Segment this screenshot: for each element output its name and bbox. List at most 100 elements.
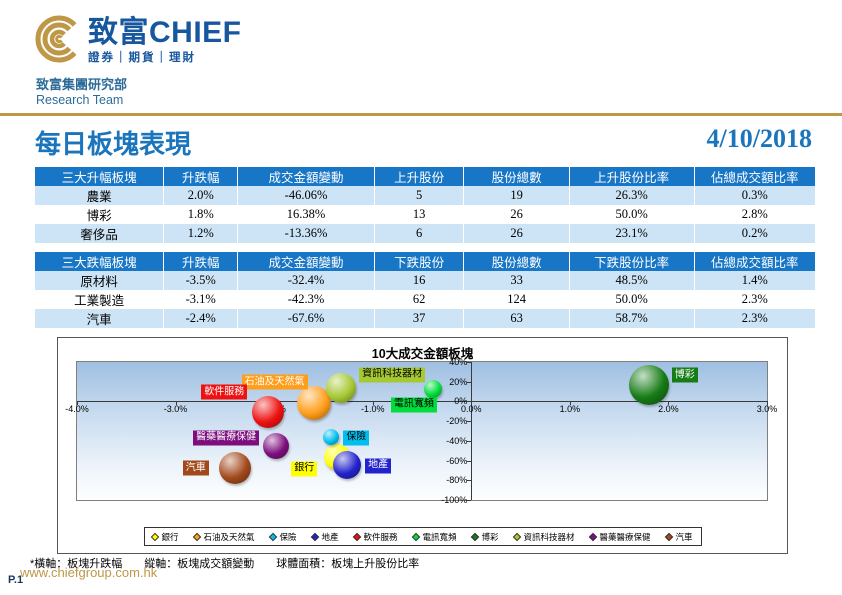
legend-marker-icon: [471, 532, 480, 541]
bubble-label: 石油及天然氣: [241, 374, 308, 390]
y-axis-tick: [467, 401, 472, 403]
table-row: 奢侈品 1.2% -13.36% 6 26 23.1% 0.2%: [35, 224, 815, 243]
logo-en: CHIEF: [149, 16, 242, 49]
table-cell: -3.5%: [163, 271, 238, 290]
x-axis-tick: [668, 401, 670, 406]
table-head: 三大升幅板塊 升跌幅 成交金額變動 上升股份 股份總數 上升股份比率 佔總成交額比率: [35, 167, 815, 186]
chart-bubble-資訊科技器材: [326, 372, 357, 403]
chart-bubble-電訊寬頻: [423, 379, 442, 398]
column-header: 成交金額變動: [237, 167, 375, 186]
y-tick-label: -100%: [441, 495, 468, 505]
table-cell: 26: [463, 205, 570, 224]
table-cell: 124: [463, 290, 570, 309]
plot-area: -4.0%-3.0%-2.0%-1.0%0.0%1.0%2.0%3.0%40%2…: [65, 357, 777, 505]
table-cell: 汽車: [35, 309, 164, 328]
chart-bubble-汽車: [218, 452, 251, 485]
table-cell: 奢侈品: [35, 224, 164, 243]
page-title: 每日板塊表現: [35, 129, 192, 159]
y-tick-label: -60%: [446, 455, 468, 466]
legend-item: 資訊科技器材: [513, 531, 575, 543]
legend-label: 石油及天然氣: [203, 531, 255, 542]
page-date: 4/10/2018: [706, 124, 812, 153]
legend-item: 博彩: [471, 531, 499, 543]
column-header: 三大升幅板塊: [35, 167, 164, 186]
bubble-label: 博彩: [671, 367, 698, 383]
column-header: 股份總數: [463, 252, 570, 271]
table-cell: -13.36%: [237, 224, 375, 243]
column-header: 三大跌幅板塊: [35, 252, 164, 271]
chart-footnote: *橫軸：板塊升跌幅 縱軸：板塊成交額變動 球體面積：板塊上升股份比率: [30, 558, 420, 570]
legend-marker-icon: [311, 532, 320, 541]
bubble-chart: 10大成交金額板塊 -4.0%-3.0%-2.0%-1.0%0.0%1.0%2.…: [57, 337, 788, 554]
sector-table: 三大升幅板塊 升跌幅 成交金額變動 上升股份 股份總數 上升股份比率 佔總成交額比率 農業 2…: [35, 167, 815, 243]
y-axis-tick: [467, 421, 472, 423]
x-tick-label: -1.0%: [360, 404, 385, 415]
table-cell: 農業: [35, 186, 164, 205]
chart-legend: 銀行 石油及天然氣 保險 地產 軟件服務 電訊寬頻 博彩 資訊科技器材 醫藥醫療保健 汽車: [143, 527, 702, 546]
legend-item: 電訊寬頻: [412, 531, 457, 543]
table-cell: 16.38%: [237, 205, 375, 224]
x-axis-tick: [77, 401, 78, 406]
y-tick-label: 40%: [449, 357, 468, 367]
chart-title: 10大成交金額板塊: [371, 347, 474, 361]
chart-bubble-醫藥醫療保健: [263, 432, 290, 459]
table-cell: 1.8%: [163, 205, 238, 224]
legend-item: 軟件服務: [353, 531, 398, 543]
logo-wordmark: 致富CHIEF: [88, 18, 242, 48]
y-tick-label: -20%: [446, 416, 468, 427]
table-cell: 26: [463, 224, 570, 243]
column-header: 上升股份: [373, 167, 464, 186]
legend-label: 銀行: [161, 531, 179, 542]
bubble-label: 保險: [343, 430, 370, 446]
dept-name-en: Research Team: [36, 93, 124, 108]
legend-item: 銀行: [151, 531, 179, 543]
logo-zh: 致富: [88, 16, 149, 49]
table-cell: 5: [373, 186, 464, 205]
column-header: 股份總數: [463, 167, 570, 186]
x-tick-label: 1.0%: [559, 404, 581, 415]
table-cell: 工業製造: [74, 294, 125, 308]
table-cell: 2.3%: [693, 290, 815, 309]
chart-bubble-石油及天然氣: [296, 386, 331, 421]
column-header: 上升股份比率: [568, 167, 695, 186]
legend-marker-icon: [353, 532, 362, 541]
table-cell: 2.0%: [163, 186, 238, 205]
legend-marker-icon: [665, 532, 674, 541]
table-cell: 19: [463, 186, 570, 205]
chart-bubble-保險: [323, 428, 340, 445]
legend-marker-icon: [589, 532, 598, 541]
bubble-label: 銀行: [291, 461, 318, 477]
legend-item: 醫藥醫療保健: [589, 531, 651, 543]
table-cell: 58.7%: [568, 309, 695, 328]
legend-label: 電訊寬頻: [422, 531, 457, 542]
table-cell: 1.2%: [163, 224, 238, 243]
table-cell: 48.5%: [568, 271, 695, 290]
sector-table: 三大跌幅板塊 升跌幅 成交金額變動 下跌股份 股份總數 下跌股份比率 佔總成交額比率 原材料…: [35, 252, 815, 328]
column-header: 佔總成交額比率: [693, 252, 815, 271]
y-axis-tick: [467, 381, 472, 383]
legend-label: 保險: [279, 531, 297, 542]
website-link[interactable]: www.chiefgroup.com.hk: [20, 565, 158, 580]
legend-label: 資訊科技器材: [523, 531, 575, 542]
table-cell: 26.3%: [568, 186, 695, 205]
gold-divider: [0, 113, 842, 116]
legend-label: 博彩: [481, 531, 499, 542]
table-cell: 博彩: [86, 209, 112, 223]
legend-marker-icon: [193, 532, 202, 541]
table-row: 原材料 -3.5% -32.4% 16 33 48.5% 1.4%: [35, 271, 815, 290]
x-axis-tick: [175, 401, 177, 406]
table-cell: 23.1%: [568, 224, 695, 243]
legend-marker-icon: [412, 532, 421, 541]
table-cell: 0.2%: [693, 224, 815, 243]
chart-bubble-地產: [333, 450, 362, 479]
table-head: 三大跌幅板塊 升跌幅 成交金額變動 下跌股份 股份總數 下跌股份比率 佔總成交額比率: [35, 252, 815, 271]
column-header: 升跌幅: [163, 252, 238, 271]
table-cell: -32.4%: [237, 271, 375, 290]
bubble-label: 資訊科技器材: [359, 367, 426, 383]
bubble-label: 汽車: [182, 460, 209, 476]
page-number: P.1: [8, 574, 24, 586]
table-cell: 2.8%: [693, 205, 815, 224]
y-axis-line: [470, 362, 473, 500]
table-body: 農業 2.0% -46.06% 5 19 26.3% 0.3% 博彩 1.8% 16.38% 13 2…: [35, 186, 815, 243]
